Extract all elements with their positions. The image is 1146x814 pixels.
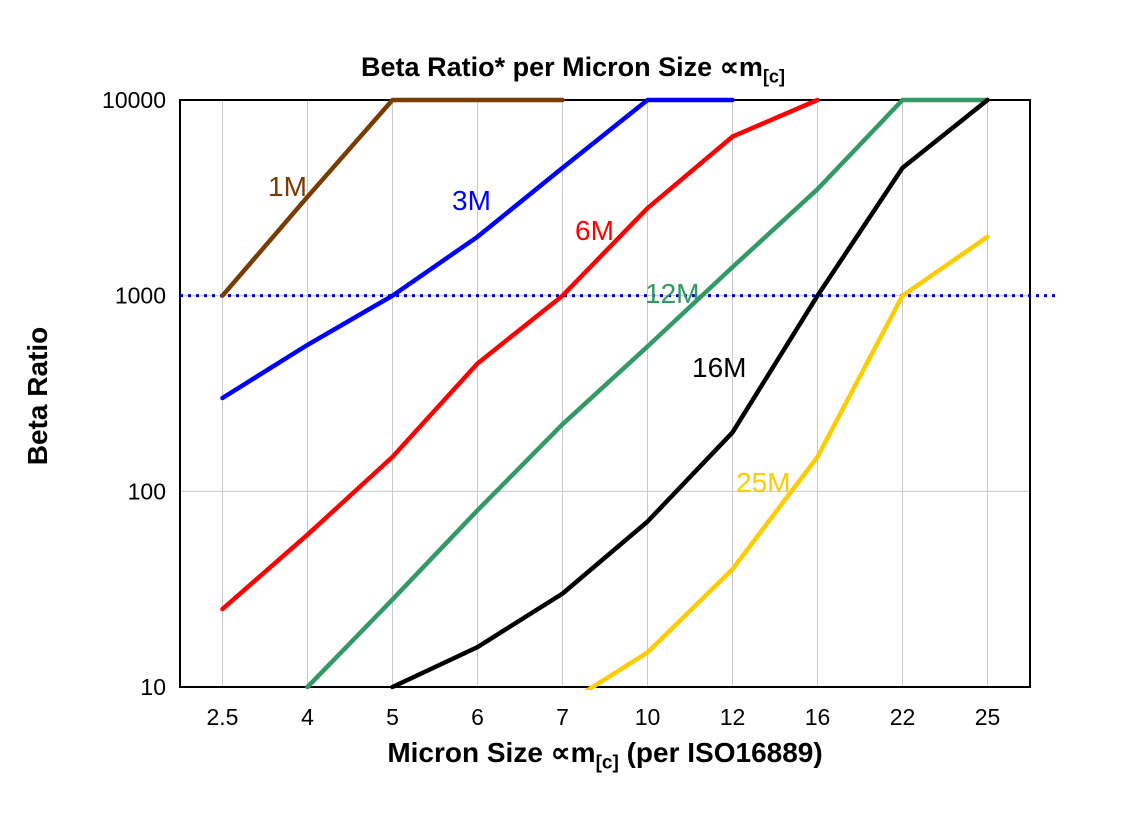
x-tick-labels: 2.5 4 5 6 7 10 12 16 22 25 [207, 704, 1001, 730]
series-line-6M [220, 97, 820, 612]
y-tick-100: 100 [128, 478, 166, 504]
series-label-12M: 12M [645, 278, 699, 309]
series-line-1M [220, 97, 565, 298]
chart-title: Beta Ratio* per Micron Size ∝m[c] [0, 52, 1146, 87]
y-tick-1000: 1000 [115, 283, 166, 309]
series-group [220, 97, 990, 690]
chart-title-sub: [c] [762, 66, 785, 87]
series-label-3M: 3M [452, 185, 491, 216]
x-tick-6: 6 [471, 704, 484, 730]
series-label-6M: 6M [575, 215, 614, 246]
chart-title-main: Beta Ratio* per Micron Size ∝m [361, 52, 763, 82]
x-tick-12: 12 [720, 704, 746, 730]
x-axis-title: Micron Size ∝m[c] (per ISO16889) [90, 736, 1120, 775]
series-label-1M: 1M [268, 171, 307, 202]
series-line-12M [305, 97, 990, 690]
x-tick-4: 4 [301, 704, 314, 730]
series-label-16M: 16M [692, 352, 746, 383]
x-tick-7: 7 [556, 704, 569, 730]
x-axis-title-sub: [c] [595, 752, 619, 774]
gridlines [180, 100, 1030, 687]
x-tick-5: 5 [386, 704, 399, 730]
x-tick-16: 16 [805, 704, 831, 730]
x-tick-10: 10 [635, 704, 661, 730]
series-line-3M [220, 97, 735, 401]
y-tick-10: 10 [140, 674, 166, 700]
x-axis-title-post: (per ISO16889) [618, 737, 823, 768]
series-line-25M [583, 234, 990, 690]
y-tick-10000: 10000 [102, 87, 166, 113]
plot-border [179, 99, 1031, 688]
series-label-25M: 25M [736, 467, 790, 498]
x-tick-22: 22 [890, 704, 916, 730]
series-line-16M [390, 97, 990, 690]
y-tick-labels: 10 100 1000 10000 [102, 87, 166, 700]
x-tick-25: 25 [975, 704, 1001, 730]
x-axis-title-pre: Micron Size ∝m [387, 737, 596, 768]
x-tick-2.5: 2.5 [207, 704, 239, 730]
